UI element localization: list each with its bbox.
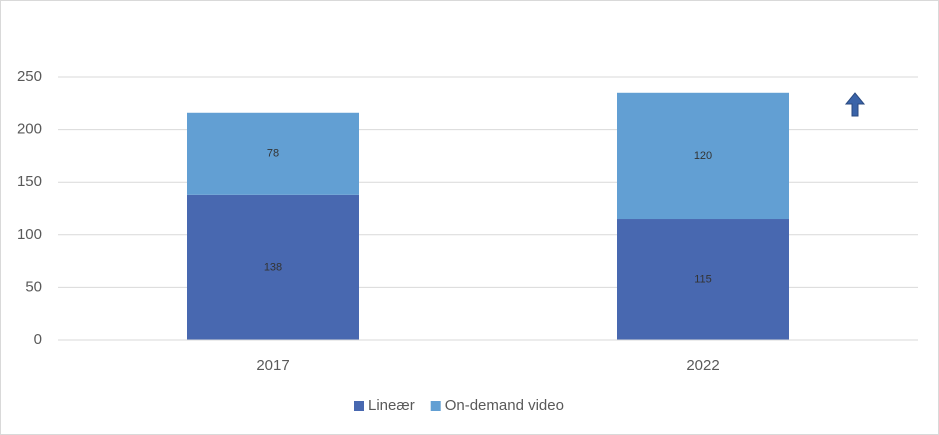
y-tick-label: 150 <box>17 173 42 190</box>
bar-segment <box>187 194 359 340</box>
y-tick-label: 250 <box>17 68 42 85</box>
y-tick-label: 0 <box>34 331 42 348</box>
legend-swatch <box>354 401 364 411</box>
legend-label: Lineær <box>368 397 415 414</box>
data-label: 115 <box>694 273 712 285</box>
x-tick-label: 2017 <box>256 357 289 374</box>
bar-segment <box>617 92 789 220</box>
y-tick-label: 200 <box>17 121 42 138</box>
bar-segment <box>187 112 359 195</box>
x-tick-label: 2022 <box>686 357 719 374</box>
bar-segment <box>617 219 789 340</box>
y-tick-label: 100 <box>17 226 42 243</box>
y-tick-label: 50 <box>25 278 42 295</box>
legend-swatch <box>430 401 441 411</box>
data-label: 138 <box>264 261 282 273</box>
legend-label: On-demand video <box>445 397 564 414</box>
data-label: 78 <box>267 148 279 160</box>
arrow-icon <box>844 92 866 117</box>
data-label: 120 <box>694 150 712 162</box>
